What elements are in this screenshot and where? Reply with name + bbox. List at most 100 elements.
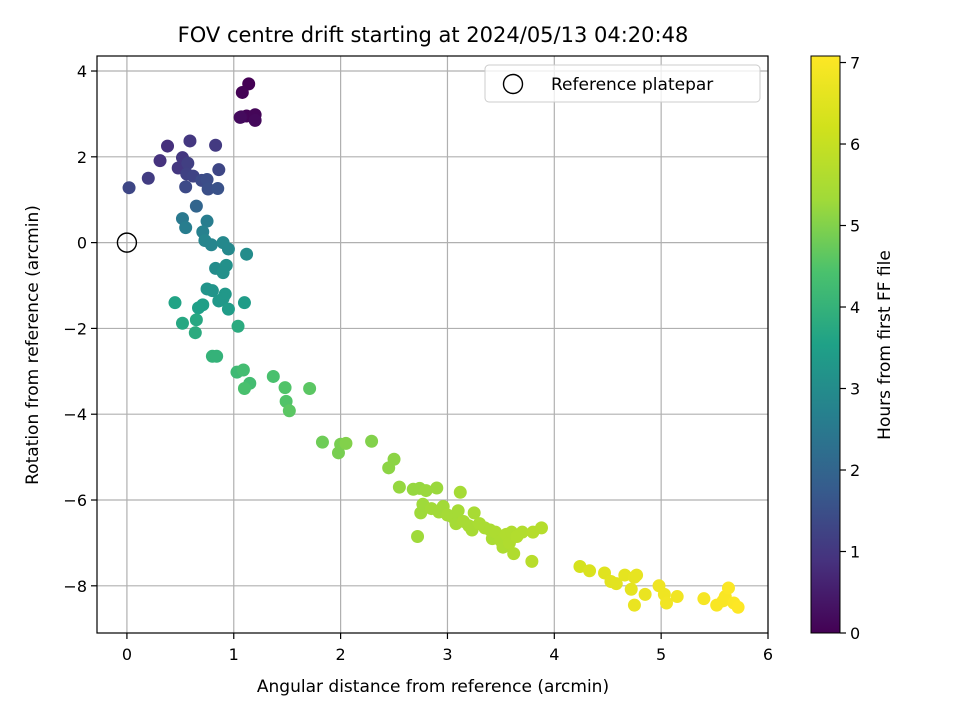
colorbar-tick-label: 0 bbox=[850, 624, 860, 643]
data-point bbox=[419, 484, 433, 498]
data-point bbox=[179, 221, 193, 235]
data-point bbox=[205, 284, 219, 298]
plot-frame bbox=[96, 55, 769, 634]
x-tick-label: 3 bbox=[442, 645, 452, 664]
data-point bbox=[624, 582, 638, 596]
data-point bbox=[315, 435, 329, 449]
legend-box bbox=[484, 64, 761, 103]
grid-lines bbox=[97, 56, 769, 633]
x-tick-label: 6 bbox=[763, 645, 773, 664]
data-point bbox=[609, 577, 623, 591]
data-point bbox=[210, 349, 224, 363]
x-tick-label: 0 bbox=[122, 645, 132, 664]
colorbar-tick-label: 4 bbox=[850, 298, 860, 317]
data-point bbox=[453, 485, 467, 499]
y-tick-label: −2 bbox=[63, 319, 87, 338]
data-point bbox=[216, 291, 230, 305]
data-point bbox=[670, 590, 684, 604]
data-point bbox=[236, 363, 250, 377]
colorbar-tick-label: 6 bbox=[850, 135, 860, 154]
data-point bbox=[303, 381, 317, 395]
data-point bbox=[122, 181, 136, 195]
data-point bbox=[192, 301, 206, 315]
data-point bbox=[141, 171, 155, 185]
data-point bbox=[183, 134, 197, 148]
data-point bbox=[168, 296, 182, 310]
y-tick-label: 2 bbox=[77, 148, 87, 167]
data-point bbox=[525, 554, 539, 568]
colorbar-tick-label: 1 bbox=[850, 543, 860, 562]
data-point bbox=[266, 369, 280, 383]
data-point bbox=[339, 436, 353, 450]
data-point bbox=[200, 173, 214, 187]
data-point bbox=[282, 404, 296, 418]
data-point bbox=[161, 139, 175, 153]
data-point bbox=[387, 452, 401, 466]
data-points bbox=[122, 77, 745, 614]
data-point bbox=[630, 568, 644, 582]
data-point bbox=[430, 481, 444, 495]
data-point bbox=[515, 525, 529, 539]
y-tick-label: 0 bbox=[77, 234, 87, 253]
data-point bbox=[365, 434, 379, 448]
data-point bbox=[659, 596, 673, 610]
colorbar-tick-label: 7 bbox=[850, 54, 860, 73]
data-point bbox=[237, 296, 251, 310]
data-point bbox=[235, 85, 249, 99]
data-point bbox=[237, 381, 251, 395]
data-point bbox=[278, 381, 292, 395]
data-point bbox=[221, 242, 235, 256]
data-point bbox=[188, 326, 202, 340]
data-point bbox=[392, 480, 406, 494]
x-axis-label: Angular distance from reference (arcmin) bbox=[257, 677, 609, 697]
colorbar-tick-label: 5 bbox=[850, 217, 860, 236]
data-point bbox=[179, 180, 193, 194]
colorbar-ticks: 0 1 2 3 4 5 6 7 bbox=[840, 54, 860, 643]
data-point bbox=[189, 313, 203, 327]
data-point bbox=[231, 319, 245, 333]
data-point bbox=[583, 564, 597, 578]
y-tick-label: −8 bbox=[63, 577, 87, 596]
data-point bbox=[200, 214, 214, 228]
data-point bbox=[467, 506, 481, 520]
data-point bbox=[216, 266, 230, 280]
data-point bbox=[721, 581, 735, 595]
data-point bbox=[153, 154, 167, 168]
legend-reference-icon bbox=[502, 73, 524, 95]
colorbar-label: Hours from first FF file bbox=[875, 250, 895, 440]
y-axis-label: Rotation from reference (arcmin) bbox=[23, 205, 43, 485]
data-point bbox=[451, 504, 465, 518]
data-point bbox=[189, 199, 203, 213]
data-point bbox=[211, 182, 225, 196]
colorbar bbox=[810, 55, 841, 634]
data-point bbox=[731, 600, 745, 614]
data-point bbox=[221, 302, 235, 316]
data-point bbox=[414, 506, 428, 520]
data-point bbox=[507, 547, 521, 561]
reference-platepar-marker bbox=[116, 232, 138, 253]
data-point bbox=[248, 113, 262, 127]
data-point bbox=[233, 110, 247, 124]
y-tick-label: −6 bbox=[63, 491, 87, 510]
y-tick-label: −4 bbox=[63, 405, 87, 424]
data-point bbox=[201, 182, 215, 196]
y-axis-ticks: −8 −6 −4 −2 0 2 4 bbox=[63, 62, 97, 596]
x-tick-label: 2 bbox=[336, 645, 346, 664]
data-point bbox=[209, 138, 223, 152]
data-point bbox=[411, 529, 425, 543]
legend: Reference platepar bbox=[484, 64, 761, 103]
data-point bbox=[181, 156, 195, 170]
data-point bbox=[638, 587, 652, 601]
x-axis-ticks: 0 1 2 3 4 5 6 bbox=[122, 633, 773, 664]
data-point bbox=[627, 598, 641, 612]
data-point bbox=[204, 238, 218, 252]
colorbar-tick-label: 2 bbox=[850, 461, 860, 480]
legend-entry-reference: Reference platepar bbox=[551, 75, 713, 95]
x-tick-label: 4 bbox=[549, 645, 559, 664]
data-point bbox=[175, 316, 189, 330]
x-tick-label: 5 bbox=[656, 645, 666, 664]
chart-title: FOV centre drift starting at 2024/05/13 … bbox=[178, 23, 689, 47]
x-tick-label: 1 bbox=[229, 645, 239, 664]
data-point bbox=[240, 247, 254, 261]
data-point bbox=[212, 163, 226, 177]
